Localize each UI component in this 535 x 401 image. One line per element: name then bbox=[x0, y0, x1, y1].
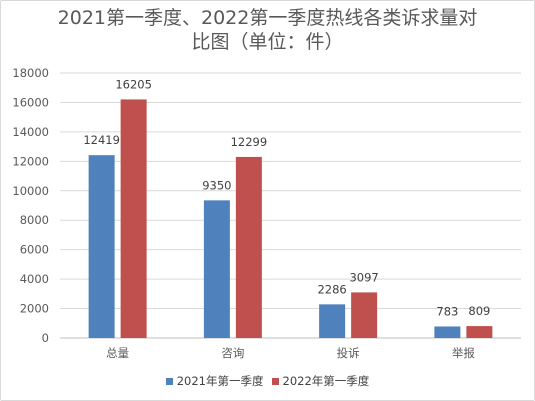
bar-2-1 bbox=[120, 99, 147, 338]
data-label: 809 bbox=[468, 304, 490, 318]
data-label: 9350 bbox=[202, 178, 231, 192]
legend: 2021年第一季度 2022年第一季度 bbox=[0, 373, 535, 389]
legend-item-1: 2021年第一季度 bbox=[165, 373, 264, 389]
data-label: 2286 bbox=[317, 282, 346, 296]
chart-title-line-1: 2021第一季度、2022第一季度热线各类诉求量对 bbox=[57, 7, 478, 29]
legend-swatch bbox=[271, 377, 279, 385]
legend-label: 2022年第一季度 bbox=[282, 374, 370, 388]
y-tick-label: 4000 bbox=[20, 272, 49, 286]
y-tick-label: 6000 bbox=[20, 243, 49, 257]
y-tick-label: 12000 bbox=[12, 154, 49, 168]
data-label: 12299 bbox=[231, 135, 268, 149]
y-tick-label: 2000 bbox=[20, 302, 49, 316]
y-tick-label: 18000 bbox=[12, 66, 49, 80]
y-tick-label: 14000 bbox=[12, 125, 49, 139]
x-tick-label: 咨询 bbox=[221, 346, 244, 360]
data-label: 3097 bbox=[349, 270, 378, 284]
bar-1-4 bbox=[434, 326, 461, 338]
y-axis-ticks: 0 2000 4000 6000 8000 10000 12000 14000 16000 180… bbox=[12, 66, 49, 345]
x-tick-label: 举报 bbox=[452, 346, 475, 360]
legend-item-2: 2022年第一季度 bbox=[271, 373, 370, 389]
chart-title: 2021第一季度、2022第一季度热线各类诉求量对 比图（单位：件） bbox=[0, 6, 535, 54]
bar-1-2 bbox=[203, 200, 230, 338]
y-tick-label: 8000 bbox=[20, 213, 49, 227]
x-axis-categories: 总量 咨询 投诉 举报 bbox=[106, 346, 475, 360]
y-tick-label: 10000 bbox=[12, 184, 49, 198]
chart-title-line-2: 比图（单位：件） bbox=[191, 31, 344, 53]
y-tick-label: 16000 bbox=[12, 95, 49, 109]
bar-2-2 bbox=[235, 156, 262, 338]
bar-1-3 bbox=[319, 304, 346, 338]
x-tick-label: 投诉 bbox=[337, 346, 360, 360]
bar-1-1 bbox=[88, 155, 115, 338]
y-tick-label: 0 bbox=[42, 331, 49, 345]
legend-label: 2021年第一季度 bbox=[176, 374, 264, 388]
data-label: 12419 bbox=[83, 133, 120, 147]
x-tick-label: 总量 bbox=[106, 346, 129, 360]
data-label: 783 bbox=[436, 304, 458, 318]
legend-swatch bbox=[165, 377, 173, 385]
bar-2-4 bbox=[466, 326, 493, 338]
bar-2-3 bbox=[351, 292, 378, 338]
bars bbox=[88, 99, 493, 338]
data-label: 16205 bbox=[115, 77, 152, 91]
